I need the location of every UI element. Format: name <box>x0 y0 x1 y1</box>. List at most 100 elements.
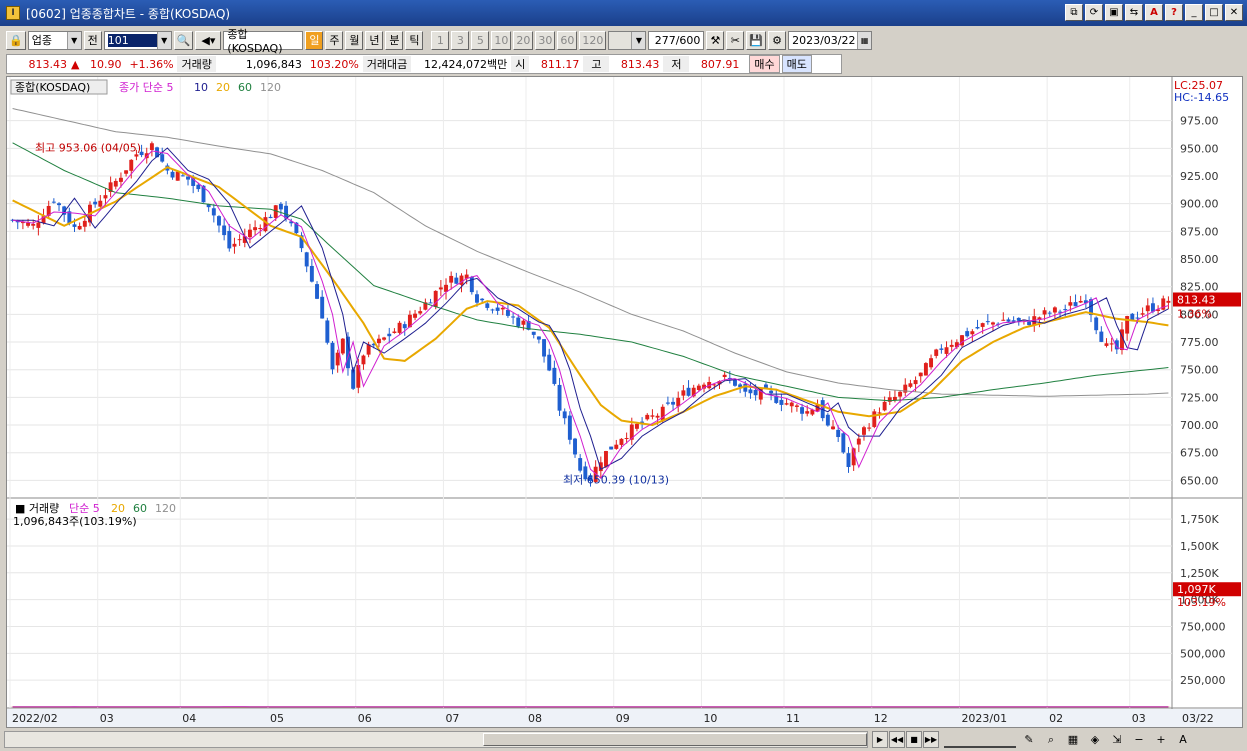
interval-20[interactable]: 20 <box>513 30 534 50</box>
volume-tick-label: 1,750K <box>1180 513 1219 526</box>
buy-button[interactable]: 매수 <box>749 55 780 73</box>
search-icon[interactable]: 🔍 <box>173 30 194 50</box>
speaker-icon[interactable]: ◀▾ <box>195 30 222 50</box>
tab-period-year[interactable]: 년 <box>365 30 384 50</box>
candle-body <box>929 358 934 368</box>
zoom-out-icon[interactable]: − <box>1134 733 1144 746</box>
candle-body <box>779 399 784 405</box>
volume-tick-label: 1,500K <box>1180 540 1219 553</box>
candle-body <box>650 415 655 417</box>
app-icon: I <box>6 6 20 20</box>
interval-5[interactable]: 5 <box>471 30 490 50</box>
candle-body <box>738 384 743 388</box>
candle-body <box>129 159 134 171</box>
candle-body <box>1094 317 1099 331</box>
candle-body <box>407 314 412 328</box>
interval-60[interactable]: 60 <box>557 30 578 50</box>
count-field[interactable]: 277 /600 <box>648 30 705 50</box>
chart-area[interactable]: 975.00 950.00 925.00 900.00 875.00 850.00 825.… <box>6 76 1243 728</box>
pen-icon[interactable]: ✎ <box>1024 733 1034 746</box>
candle-body <box>263 217 268 232</box>
candle-body <box>774 395 779 403</box>
candle-body <box>77 225 82 230</box>
horizontal-scrollbar[interactable] <box>4 731 868 748</box>
volume-tick-label: 750,000 <box>1180 620 1226 633</box>
refresh-icon[interactable]: ⟳ <box>1085 4 1103 21</box>
ma5-line <box>12 150 1169 479</box>
rewind-icon[interactable]: ◀◀ <box>889 731 905 748</box>
candle-body <box>743 383 748 392</box>
stop-icon[interactable]: ■ <box>906 731 922 748</box>
candle-body <box>325 320 330 343</box>
tab-period-month[interactable]: 월 <box>345 30 364 50</box>
candle-body <box>712 384 717 386</box>
candle-body <box>794 405 799 407</box>
candle-body <box>237 239 242 241</box>
save-icon[interactable]: 💾 <box>746 30 767 50</box>
tab-period-week[interactable]: 주 <box>325 30 344 50</box>
close-button[interactable]: ✕ <box>1225 4 1243 21</box>
candle-body <box>944 347 949 354</box>
prefix-button[interactable]: 전 <box>83 30 102 50</box>
date-tick-label: 09 <box>616 712 630 725</box>
tab-period-minute[interactable]: 분 <box>385 30 404 50</box>
maximize-button[interactable]: □ <box>1205 4 1223 21</box>
candle-body <box>428 302 433 304</box>
zoom-slider[interactable] <box>944 731 1016 748</box>
code-input[interactable]: 101 ▼ <box>103 30 172 50</box>
settings-tool-icon[interactable]: ⚒ <box>706 30 725 50</box>
scissors-icon[interactable]: ✂ <box>726 30 745 50</box>
play-icon[interactable]: ▶ <box>872 731 888 748</box>
change: 10.90 <box>89 57 122 71</box>
candle-body <box>862 427 866 435</box>
candle-body <box>315 284 319 299</box>
candle-body <box>103 195 108 199</box>
swap-icon[interactable]: ⇆ <box>1125 4 1143 21</box>
market-select[interactable]: 업종 ▼ <box>27 30 82 50</box>
candle-body <box>227 230 232 249</box>
candle-body <box>444 284 448 292</box>
sell-button[interactable]: 매도 <box>781 55 812 73</box>
fast-forward-icon[interactable]: ▶▶ <box>923 731 939 748</box>
candle-body <box>769 390 774 394</box>
interval-dropdown[interactable]: ▼ <box>608 30 647 50</box>
candle-body <box>217 216 221 226</box>
candle-body <box>985 321 990 323</box>
interval-120[interactable]: 120 <box>579 30 607 50</box>
candle-body <box>789 402 794 407</box>
interval-30[interactable]: 30 <box>535 30 556 50</box>
interval-1[interactable]: 1 <box>431 30 450 50</box>
candle-body <box>1006 319 1011 322</box>
minimize-button[interactable]: _ <box>1185 4 1203 21</box>
candle-body <box>536 336 541 340</box>
font-icon[interactable]: A <box>1145 4 1163 21</box>
candle-body <box>124 170 129 174</box>
date-tick-label: 11 <box>786 712 800 725</box>
gear-icon[interactable]: ⚙ <box>768 30 787 50</box>
calendar-icon[interactable]: ▦ <box>857 31 872 49</box>
scrollbar-thumb[interactable] <box>483 733 867 746</box>
high-annotation: 최고 953.06 (04/05) <box>35 142 141 155</box>
candle-body <box>1166 300 1171 303</box>
candle-body <box>567 415 572 440</box>
interval-10[interactable]: 10 <box>491 30 512 50</box>
interval-3[interactable]: 3 <box>451 30 470 50</box>
market-value: 업종 <box>31 34 52 47</box>
screen-icon[interactable]: ▣ <box>1105 4 1123 21</box>
candle-body <box>41 216 46 223</box>
date-field[interactable]: 2023/03/22 ▦ <box>788 30 873 50</box>
layers-icon[interactable]: ◈ <box>1090 733 1100 746</box>
candle-body <box>562 411 567 419</box>
chart-svg[interactable]: 975.00 950.00 925.00 900.00 875.00 850.00 825.… <box>7 77 1242 727</box>
text-tool-icon[interactable]: A <box>1179 733 1187 746</box>
help-icon[interactable]: ? <box>1165 4 1183 21</box>
tab-period-day[interactable]: 일 <box>305 30 324 50</box>
tab-period-tick[interactable]: 틱 <box>405 30 424 50</box>
search-chart-icon[interactable]: ⌕ <box>1047 733 1055 746</box>
lock-icon[interactable]: 🔒 <box>6 30 26 50</box>
shrink-icon[interactable]: ⇲ <box>1112 733 1122 746</box>
link-window-icon[interactable]: ⧉ <box>1065 4 1083 21</box>
zoom-in-icon[interactable]: + <box>1156 733 1166 746</box>
grid-icon[interactable]: ▦ <box>1067 733 1079 746</box>
current-pct-text: 1.36% <box>1177 308 1212 321</box>
